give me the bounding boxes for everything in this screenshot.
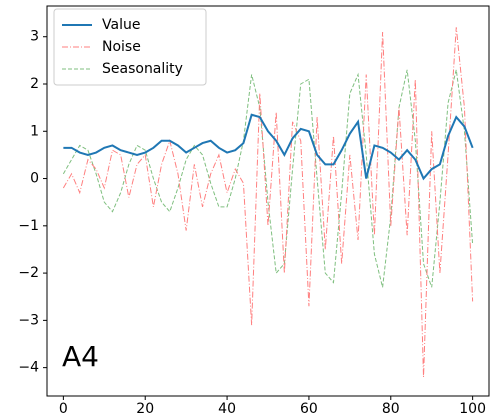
y-tick-label: −2 <box>18 265 39 281</box>
y-tick-label: −4 <box>18 360 39 376</box>
legend-label: Noise <box>102 39 141 55</box>
series-line <box>63 113 474 181</box>
x-tick-label: 80 <box>382 401 400 417</box>
y-tick-label: −1 <box>18 218 39 234</box>
x-tick-label: 20 <box>136 401 154 417</box>
annotation: A4 <box>62 340 99 373</box>
y-tick-label: 1 <box>30 123 39 139</box>
y-tick-label: −3 <box>18 312 39 328</box>
x-tick-label: 60 <box>300 401 318 417</box>
plot-frame <box>46 5 490 397</box>
y-tick-label: 0 <box>30 171 39 187</box>
series-line <box>62 69 474 288</box>
legend-label: Seasonality <box>102 61 183 77</box>
y-tick-label: 3 <box>30 29 39 45</box>
legend-label: Value <box>102 17 140 33</box>
x-tick-label: 0 <box>59 401 68 417</box>
x-tick-label: 40 <box>218 401 236 417</box>
x-tick-label: 100 <box>459 401 486 417</box>
legend-box <box>53 8 207 86</box>
y-tick-label: 2 <box>30 76 39 92</box>
